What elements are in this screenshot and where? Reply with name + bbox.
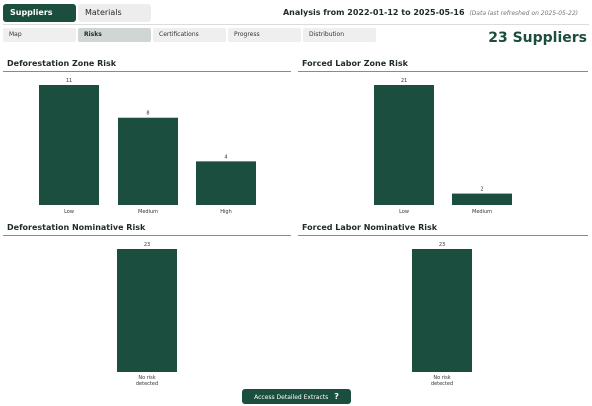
bar [452, 193, 512, 205]
category-label: Low [64, 209, 74, 215]
category-label: High [220, 209, 232, 215]
tab-risks[interactable]: Risks [78, 28, 151, 42]
category-label: Medium [138, 209, 158, 215]
panel-title-deforestation-zone: Deforestation Zone Risk [7, 59, 117, 68]
chart-deforestation-nominative-risk: 23 No risk detected [117, 242, 177, 387]
question-icon: ? [334, 392, 339, 401]
bar [118, 117, 178, 205]
category-label: Medium [472, 209, 492, 215]
bar [117, 249, 177, 372]
chart-forced-labor-nominative-risk: 23 No risk detected [412, 242, 472, 387]
panel-divider [3, 71, 291, 72]
access-extracts-label: Access Detailed Extracts [254, 394, 329, 401]
category-label-line: detected [431, 381, 453, 387]
header-divider [3, 24, 589, 25]
panel-title-forced-labor-zone: Forced Labor Zone Risk [302, 59, 408, 68]
access-extracts-button[interactable]: Access Detailed Extracts? [242, 389, 351, 404]
panel-divider [298, 71, 588, 72]
bar [412, 249, 472, 372]
panel-title-forced-labor-nominative: Forced Labor Nominative Risk [302, 223, 438, 232]
panel-divider [3, 235, 291, 236]
bar-value-label: 4 [224, 154, 227, 160]
bar [196, 161, 256, 205]
chart-deforestation-zone-risk: 11 Low 8 Medium 4 High [39, 78, 256, 215]
tab-certifications[interactable]: Certifications [153, 28, 226, 42]
supplier-count: 23 Suppliers [488, 30, 587, 46]
category-label: No risk detected [431, 375, 453, 387]
bar-value-label: 11 [66, 78, 72, 84]
tab-progress[interactable]: Progress [228, 28, 301, 42]
category-label: No risk detected [136, 375, 158, 387]
panel-title-deforestation-nominative: Deforestation Nominative Risk [7, 223, 146, 232]
tab-distribution[interactable]: Distribution [303, 28, 376, 42]
chart-forced-labor-zone-risk: 21 Low 2 Medium [374, 78, 512, 215]
tab-suppliers[interactable]: Suppliers [3, 4, 76, 22]
bar [39, 85, 99, 205]
tab-map[interactable]: Map [3, 28, 76, 42]
bar-value-label: 23 [144, 242, 150, 248]
bar [374, 85, 434, 205]
bar-value-label: 21 [401, 78, 407, 84]
category-label-line: detected [136, 381, 158, 387]
category-label-line: No risk [138, 375, 155, 381]
category-label-line: No risk [433, 375, 450, 381]
refresh-note: (Data last refreshed on 2025-05-22) [469, 10, 578, 17]
tab-materials[interactable]: Materials [78, 4, 151, 22]
analysis-period: Analysis from 2022-01-12 to 2025-05-16 (… [283, 8, 578, 17]
category-label: Low [399, 209, 409, 215]
bar-value-label: 2 [480, 187, 483, 193]
analysis-label: Analysis from 2022-01-12 to 2025-05-16 [282, 8, 465, 17]
bar-value-label: 8 [146, 111, 149, 117]
bar-value-label: 23 [439, 242, 445, 248]
panel-divider [298, 235, 588, 236]
